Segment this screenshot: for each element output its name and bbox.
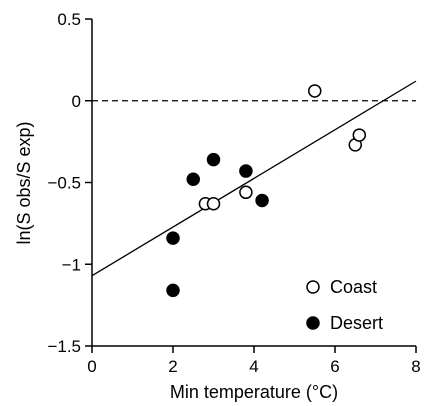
desert-point bbox=[166, 283, 180, 298]
x-tick-label: 6 bbox=[330, 357, 339, 376]
y-tick-label: −1.5 bbox=[47, 337, 81, 356]
coast-point bbox=[352, 128, 367, 142]
x-axis-label: Min temperature (°C) bbox=[170, 382, 338, 402]
x-tick-label: 2 bbox=[168, 357, 177, 376]
desert-point bbox=[186, 172, 200, 186]
y-tick-label: 0 bbox=[72, 92, 81, 111]
x-tick-label: 0 bbox=[87, 357, 96, 376]
coast-point bbox=[308, 84, 322, 98]
y-tick-label: 0.5 bbox=[57, 10, 81, 29]
desert-point bbox=[166, 231, 180, 245]
regression-line bbox=[91, 80, 417, 277]
plot-area bbox=[91, 19, 417, 347]
desert-point bbox=[255, 193, 269, 208]
y-tick-label: −0.5 bbox=[47, 174, 81, 193]
legend-coast-marker bbox=[306, 280, 320, 294]
legend: Coast Desert bbox=[306, 277, 383, 333]
y-tick-label: −1 bbox=[62, 255, 81, 274]
desert-point bbox=[239, 164, 253, 178]
desert-point bbox=[206, 152, 221, 167]
axis-ticks: 0 2 4 6 8 0.5 0 −0.5 −1 −1.5 bbox=[47, 10, 420, 376]
legend-coast-label: Coast bbox=[330, 277, 377, 297]
x-tick-label: 4 bbox=[249, 357, 258, 376]
coast-point bbox=[239, 185, 253, 200]
x-tick-label: 8 bbox=[411, 357, 420, 376]
legend-desert-label: Desert bbox=[330, 313, 383, 333]
legend-desert-marker bbox=[306, 316, 320, 330]
y-axis-label: ln(S obs/S exp) bbox=[14, 121, 34, 244]
coast-point bbox=[206, 197, 221, 211]
